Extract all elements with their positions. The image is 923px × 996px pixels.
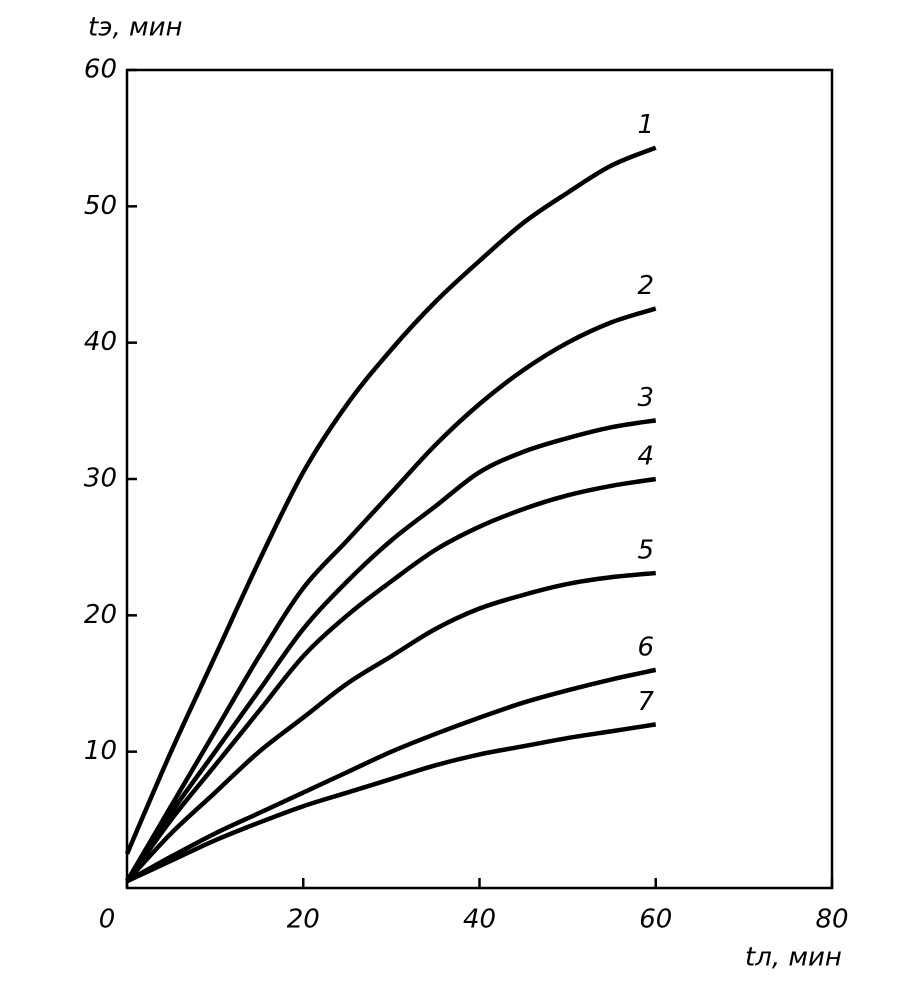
- series-line: [124, 145, 657, 855]
- x-tick-label: 0: [99, 905, 116, 935]
- series-label: 1: [637, 110, 654, 140]
- x-tick-label: 80: [815, 905, 848, 935]
- y-tick-label: 60: [84, 55, 117, 85]
- series-line: [126, 722, 657, 884]
- series-line: [125, 570, 656, 883]
- series-line: [125, 667, 657, 884]
- x-axis-label: tл, мин: [745, 943, 842, 973]
- series-label: 2: [637, 271, 654, 301]
- series-label: 6: [637, 632, 654, 662]
- y-tick-label: 50: [84, 191, 117, 221]
- series-line: [125, 418, 657, 883]
- x-tick-label: 60: [639, 905, 672, 935]
- x-tick-label: 40: [463, 905, 496, 935]
- series-line: [125, 306, 657, 883]
- series-label: 4: [637, 442, 654, 472]
- plot-frame: [125, 68, 834, 890]
- y-tick-label: 20: [84, 600, 117, 630]
- series-label: 5: [637, 536, 654, 566]
- x-tick-label: 20: [287, 905, 320, 935]
- y-axis-label: tэ, мин: [88, 13, 183, 43]
- y-tick-label: 10: [84, 736, 117, 766]
- series-label: 3: [637, 383, 654, 413]
- series-label: 7: [637, 687, 654, 717]
- y-tick-label: 40: [84, 327, 117, 357]
- y-tick-label: 30: [84, 464, 117, 494]
- series-line: [125, 476, 657, 883]
